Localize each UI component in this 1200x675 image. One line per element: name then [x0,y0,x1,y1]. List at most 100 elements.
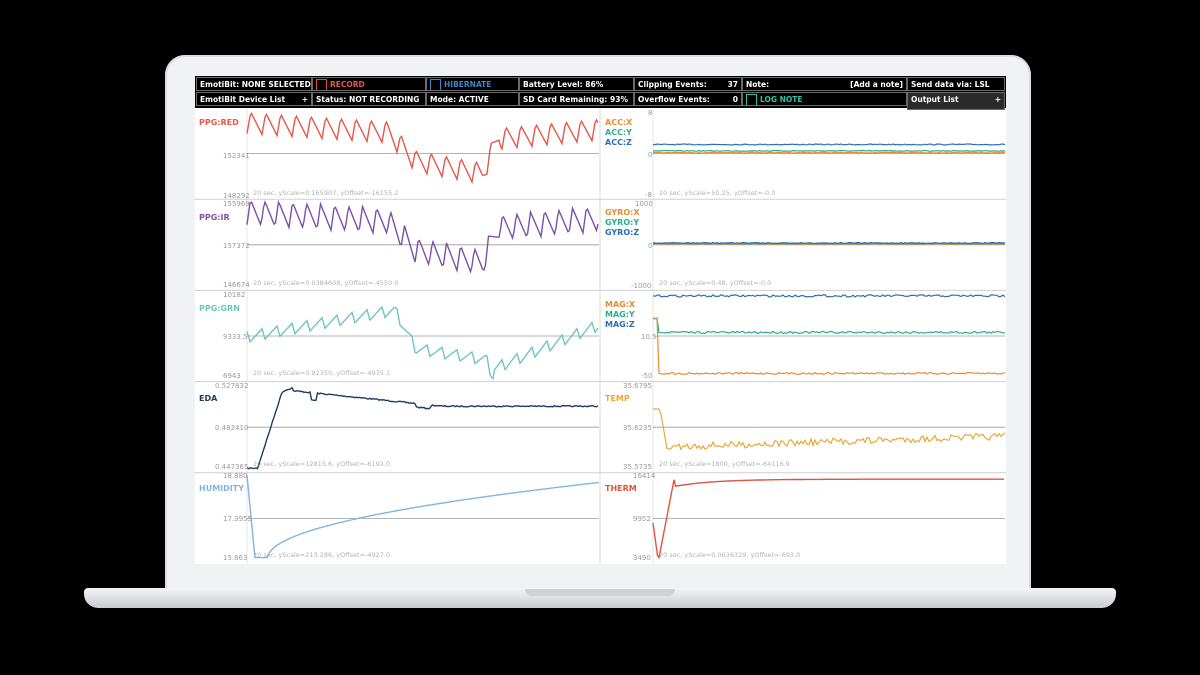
eda-trace [246,386,599,470]
acc-z-trace [652,143,1006,146]
temp-bottom-tick: 35.5735 [623,463,652,471]
eda-mid-tick: 0.482410 [215,424,249,432]
humidity-bottom-tick: 15.863 [223,554,248,562]
ppg-red-info: 20 sec, yScale=0.165907, yOffset=-16155.… [253,189,399,197]
mag-y-label: MAG:Y [605,310,635,319]
top-toolbar: EmotiBit: NONE SELECTED EmotiBit Device … [195,76,1006,110]
note-field[interactable]: Note: [Add a note] [742,77,907,91]
therm-mid-tick: 9952 [633,515,651,523]
laptop-base [84,588,1116,608]
ppg-ir-trace [246,200,599,274]
mag-mid-tick: 10.5 [641,333,657,341]
acc-x-label: ACC:X [605,118,633,127]
mode-status: Mode: ACTIVE [426,92,519,106]
mag-y-trace [653,317,1006,335]
ppg-grn-bottom-tick: 6943 [223,372,241,380]
temp-top-tick: 35.6795 [623,382,652,390]
battery-level: Battery Level: 86% [519,77,634,91]
mag-bottom-tick: -50 [641,372,653,380]
hibernate-checkbox-icon [430,79,441,90]
ppg-red-bottom-tick: 148292 [223,192,250,200]
output-list-label: Output List [911,95,959,104]
gyro-y-label: GYRO:Y [605,218,640,227]
ppg-red-mid-tick: 152341 [223,152,250,160]
log-note-label: LOG NOTE [760,95,803,104]
note-input[interactable]: [Add a note] [850,80,903,89]
eda-top-tick: 0.527832 [215,382,249,390]
app-screen: EmotiBit: NONE SELECTED EmotiBit Device … [195,76,1006,564]
log-note-button[interactable]: LOG NOTE [742,92,907,106]
plus-icon: + [301,95,308,104]
ppg-grn-info: 20 sec, yScale=0.92350, yOffset=-4975.1 [253,369,391,377]
device-status: EmotiBit: NONE SELECTED [196,77,312,91]
therm-bottom-tick: 3490 [633,554,651,562]
overflow-events-label: Overflow Events: [638,95,710,104]
acc-mid-tick: 0 [648,151,653,159]
humidity-mid-tick: 17.3955 [223,515,252,523]
device-list-dropdown[interactable]: EmotiBit Device List + [196,92,312,106]
record-checkbox-icon [316,79,327,90]
note-label: Note: [746,80,770,89]
therm-label: THERM [605,484,637,493]
ppg-grn-label: PPG:GRN [199,304,240,313]
hibernate-button[interactable]: HIBERNATE [426,77,519,91]
hibernate-label: HIBERNATE [444,80,492,89]
acc-y-trace [652,149,1006,152]
eda-label: EDA [199,394,218,403]
clipping-events-label: Clipping Events: [638,80,707,89]
acc-top-tick: 8 [648,109,653,117]
device-list-label: EmotiBit Device List [200,95,286,104]
gyro-z-trace [652,241,1006,245]
ppg-red-label: PPG:RED [199,118,239,127]
acc-x-trace [652,151,1006,154]
plus-icon: + [994,95,1001,104]
overflow-events-value: 0 [732,95,738,104]
therm-top-tick: 16414 [633,472,656,480]
therm-info: 20 sec, yScale=0.0636329, yOffset=-693.0 [659,551,801,559]
mag-x-trace [652,317,1006,375]
eda-info: 20 sec, yScale=12815.6, yOffset=-6192.0 [253,460,391,468]
gyro-mid-tick: 0 [648,242,653,250]
humidity-label: HUMIDITY [199,484,244,493]
mag-x-label: MAG:X [605,300,636,309]
ppg-grn-trace [246,305,599,381]
ppg-ir-info: 20 sec, yScale=0.0384608, yOffset=-4550.… [253,279,399,287]
log-note-checkbox-icon [746,94,757,105]
plot-canvas [195,108,1006,564]
gyro-z-label: GYRO:Z [605,228,640,237]
humidity-top-tick: 18.880 [223,472,248,480]
humidity-trace [246,475,600,559]
overflow-events: Overflow Events: 0 [634,92,742,106]
gyro-top-tick: 1000 [635,200,653,208]
temp-label: TEMP [605,394,630,403]
gyro-x-label: GYRO:X [605,208,640,217]
recording-status: Status: NOT RECORDING [312,92,426,106]
ppg-grn-top-tick: 10182 [223,291,246,299]
mag-z-label: MAG:Z [605,320,635,329]
humidity-info: 20 sec, yScale=213.286, yOffset=-4927.0 [253,551,391,559]
temp-trace [653,408,1006,451]
gyro-info: 20 sec, yScale=0.48, yOffset=-0.0 [659,279,772,287]
temp-mid-tick: 35.6235 [623,424,652,432]
temp-info: 20 sec, yScale=1800, yOffset=-64116.9 [659,460,790,468]
clipping-events-value: 37 [727,80,738,89]
ppg-grn-mid-tick: 9333.5 [223,333,248,341]
acc-z-label: ACC:Z [605,138,632,147]
sd-card-remaining: SD Card Remaining: 93% [519,92,634,106]
record-button[interactable]: RECORD [312,77,426,91]
ppg-ir-bottom-tick: 146674 [223,281,250,289]
record-label: RECORD [330,80,365,89]
laptop-notch [525,589,675,596]
clipping-events: Clipping Events: 37 [634,77,742,91]
ppg-ir-top-tick: 155969 [223,200,250,208]
send-data-label: Send data via: LSL [907,77,1005,91]
acc-y-label: ACC:Y [605,128,632,137]
therm-trace [652,478,1004,560]
plot-area: PPG:RED 152341 148292 20 sec, yScale=0.1… [195,108,1006,564]
mag-z-trace [652,294,1006,298]
acc-bottom-tick: -8 [645,191,652,199]
ppg-ir-label: PPG:IR [199,213,230,222]
output-list-dropdown[interactable]: Output List + [907,92,1005,110]
ppg-red-trace [246,111,599,185]
ppg-ir-mid-tick: 157372 [223,242,250,250]
